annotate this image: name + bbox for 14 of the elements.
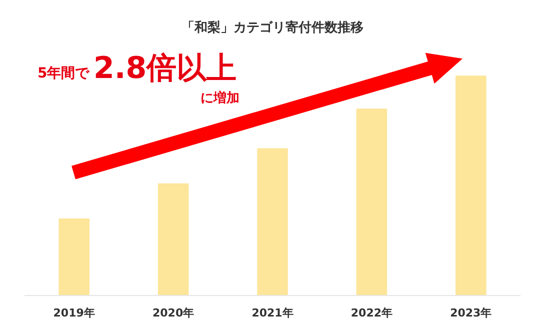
annotation: 5年間で [38,66,90,82]
x-tick-label: 2022年 [350,306,393,320]
x-tick-label: 2021年 [252,306,294,320]
bar [356,108,388,296]
bar [257,148,288,296]
bar [456,76,486,296]
bar [158,183,189,296]
chart-title: 「和梨」カテゴリ寄付件数推移 [182,20,364,36]
annotation: に増加 [200,90,240,106]
annotation: 2.8倍以上 [94,51,237,86]
x-tick-label: 2019年 [53,306,95,320]
x-tick-label: 2023年 [450,306,492,320]
bar [58,218,90,296]
x-tick-label: 2020年 [152,306,194,320]
